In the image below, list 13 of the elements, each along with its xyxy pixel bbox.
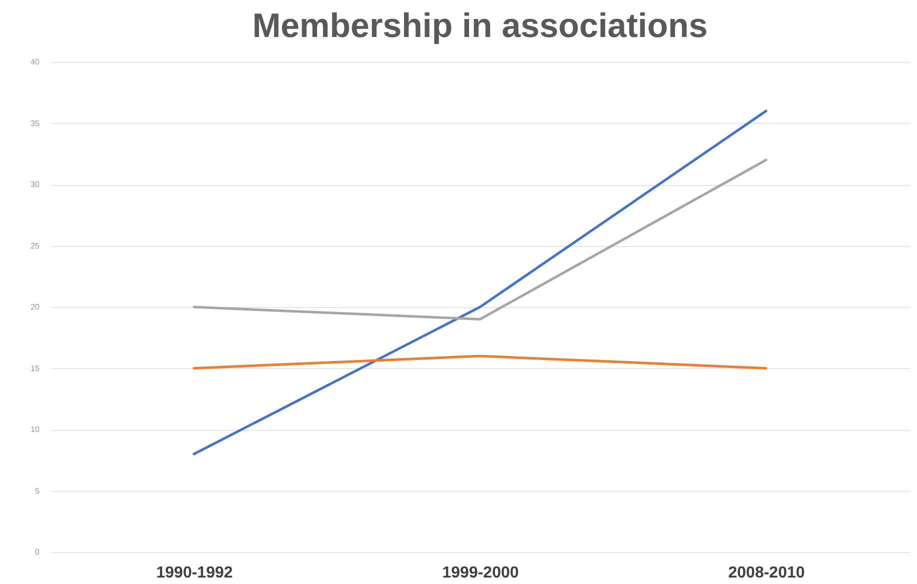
chart-title: Membership in associations [252, 7, 708, 45]
y-tick-label: 15 [30, 364, 40, 373]
y-tick-label: 30 [30, 180, 40, 189]
y-tick-label: 20 [30, 302, 40, 312]
x-tick-label: 1990-1992 [156, 564, 233, 582]
y-tick-label: 0 [35, 548, 40, 556]
x-tick-label: 2008-2010 [728, 564, 805, 582]
y-tick-label: 25 [30, 241, 40, 250]
x-tick-label: 1999-2000 [442, 564, 519, 582]
y-tick-label: 5 [35, 486, 40, 496]
y-tick-label: 10 [30, 425, 40, 434]
y-tick-label: 35 [30, 118, 40, 128]
y-tick-label: 40 [30, 58, 40, 66]
